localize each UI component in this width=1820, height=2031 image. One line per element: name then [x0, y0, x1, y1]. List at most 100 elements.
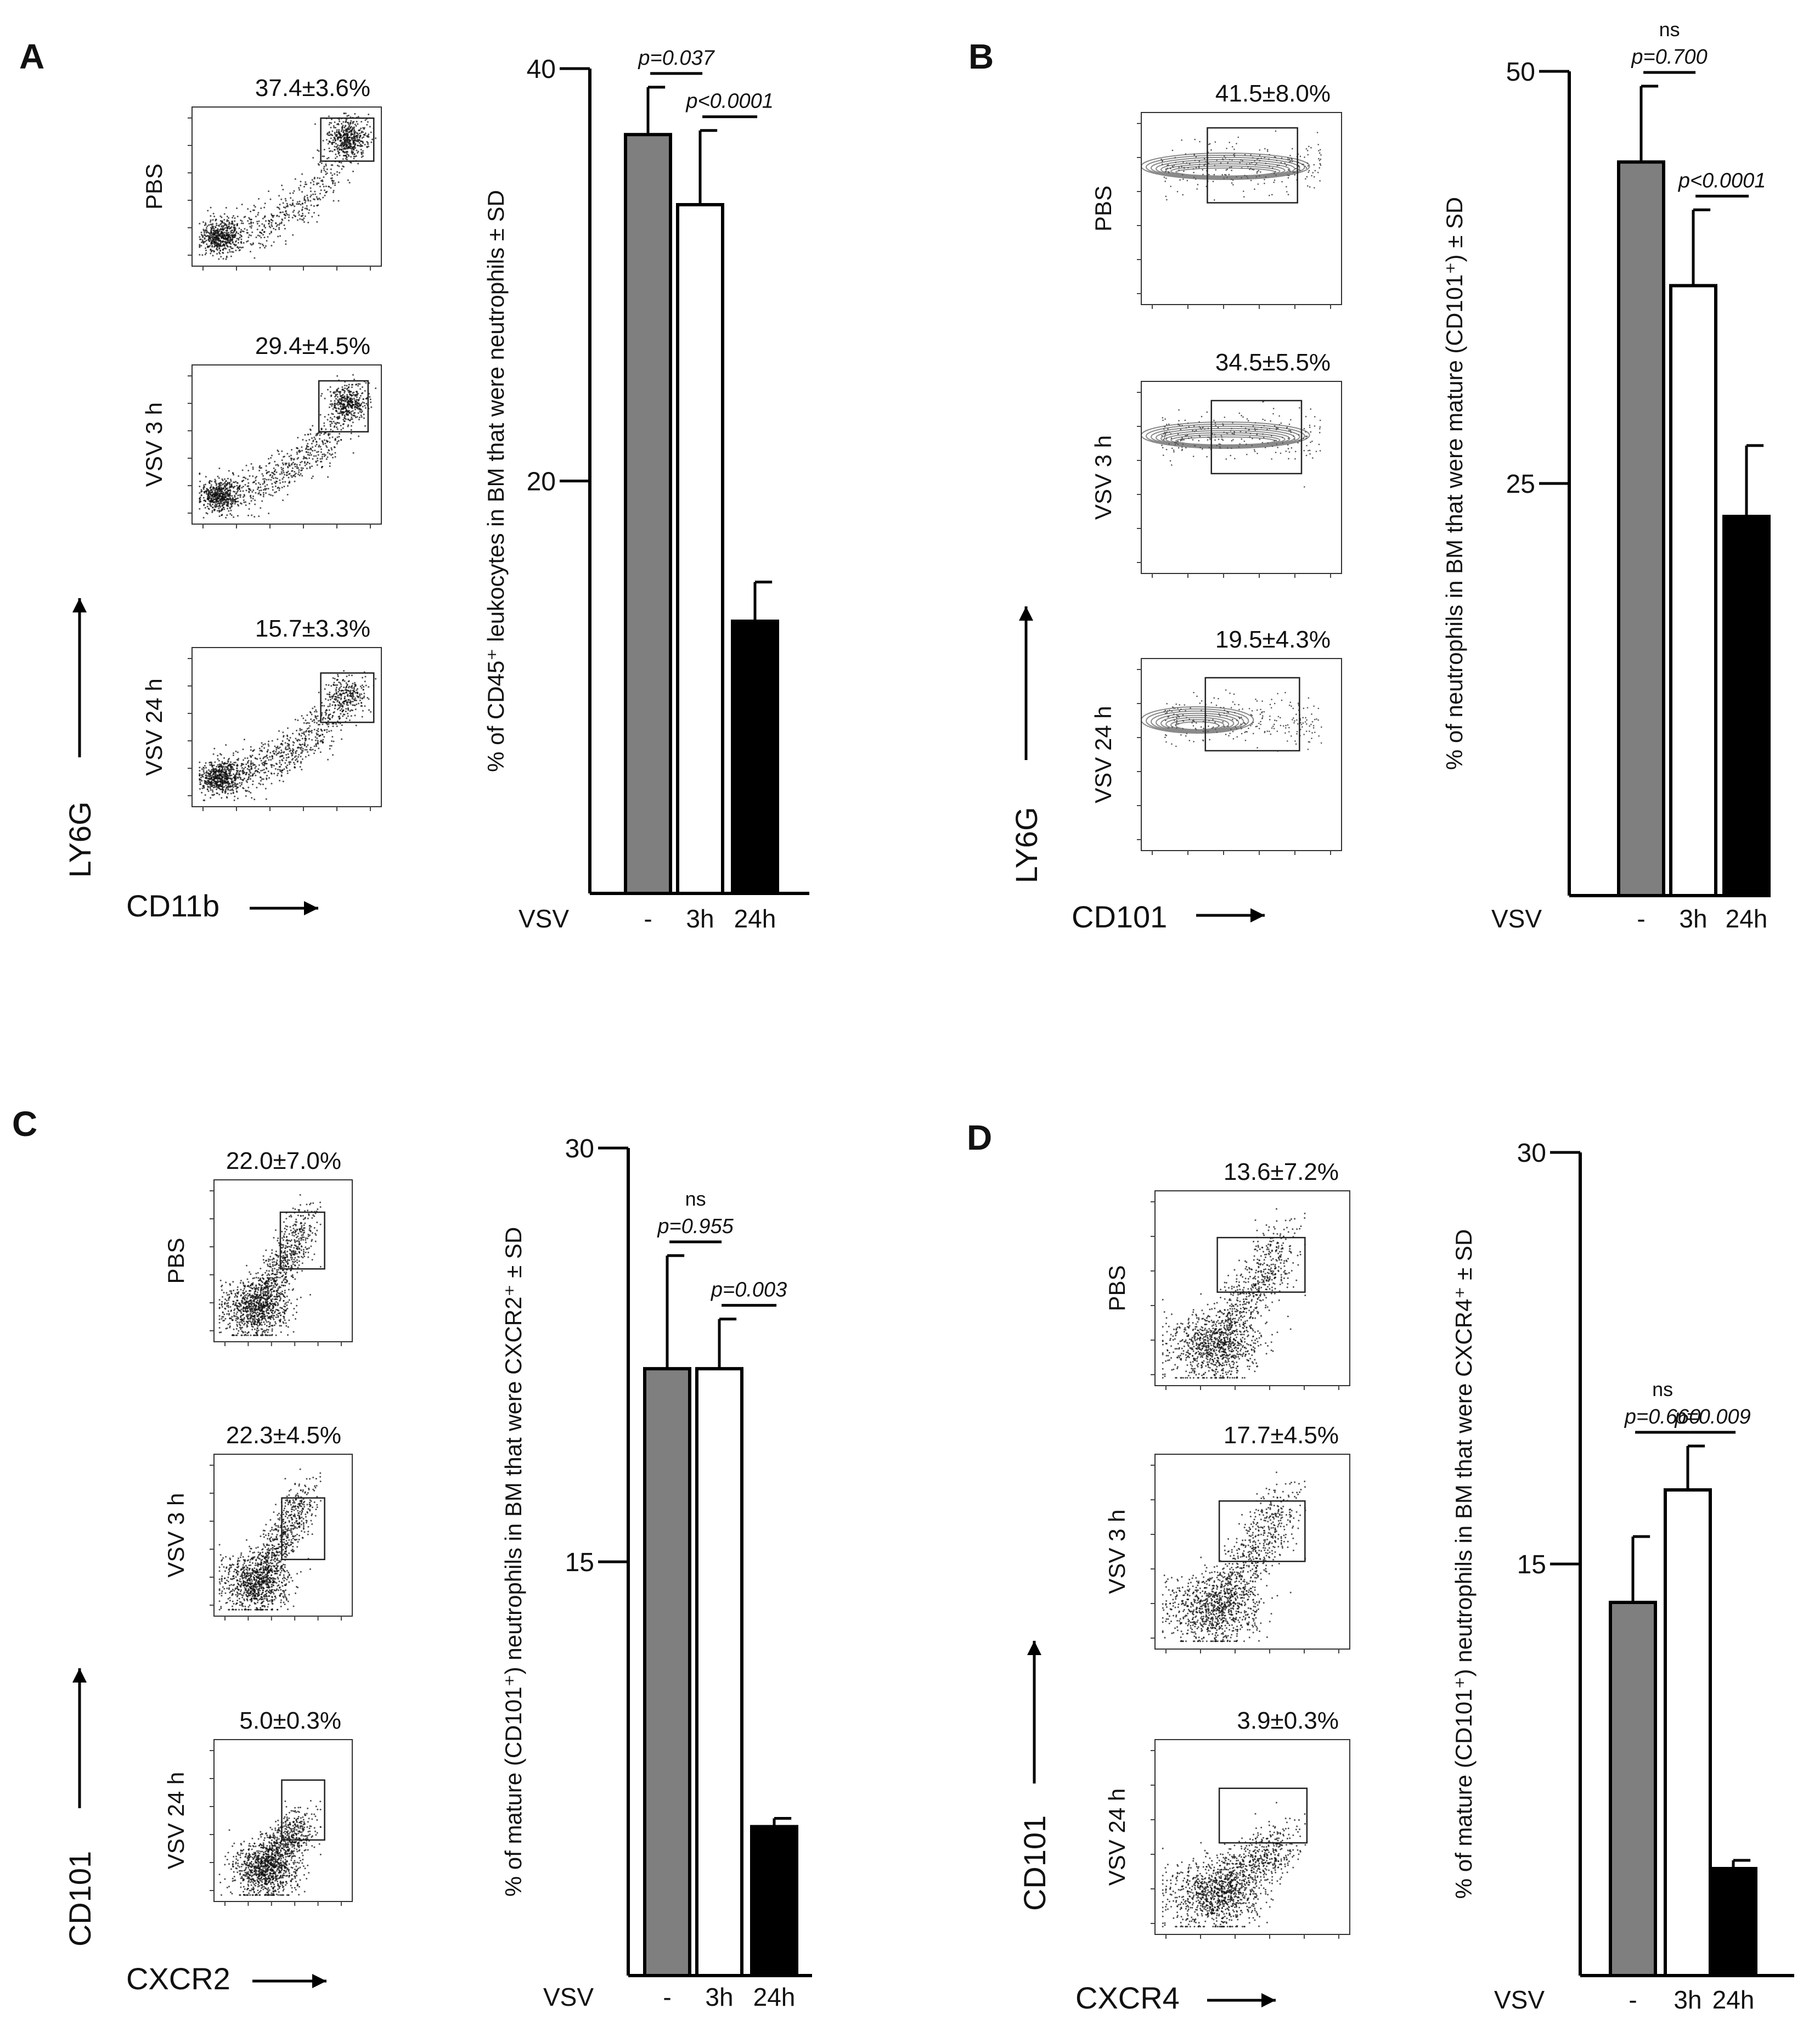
ns-label: ns	[1659, 18, 1680, 41]
bar-3h	[1664, 1488, 1712, 1977]
y-tick-label: 30	[565, 1134, 594, 1163]
x-axis-label: VSV	[1494, 1985, 1545, 2014]
p-value-label: p=0.955	[657, 1215, 734, 1238]
flow-gate	[279, 1211, 325, 1270]
flow-plot-0	[210, 1179, 353, 1346]
bar-3h	[695, 1367, 743, 1977]
flow-condition-label: PBS	[163, 1237, 189, 1284]
flow-plot-0	[1151, 1190, 1350, 1390]
flow-condition-label: VSV 24 h	[163, 1772, 189, 1869]
flow-condition-label: VSV 3 h	[1090, 435, 1116, 520]
flow-gate	[320, 117, 375, 162]
flow-gate	[1218, 1787, 1308, 1844]
bar-3h	[1669, 284, 1717, 897]
bar-3h	[676, 202, 724, 895]
flow-plot-2	[210, 1739, 353, 1906]
flow-condition-label: PBS	[1104, 1265, 1130, 1311]
flow-condition-label: VSV 24 h	[141, 678, 167, 775]
flow-gate	[1216, 1236, 1306, 1293]
category-label: 3h	[705, 1983, 733, 2011]
flow-percent-label: 17.7±4.5%	[1224, 1422, 1339, 1449]
x-axis-label: VSV	[543, 1983, 594, 2011]
flow-plot-0	[188, 106, 382, 271]
flow-condition-label: PBS	[1090, 185, 1116, 232]
y-marker-arrow	[72, 1668, 87, 1808]
category-label: -	[644, 904, 652, 933]
category-label: 3h	[1674, 1985, 1701, 2014]
category-label: 24h	[1712, 1985, 1755, 2014]
x-marker-arrow	[250, 901, 318, 915]
flow-percent-label: 3.9±0.3%	[1237, 1707, 1339, 1734]
category-label: 3h	[1679, 904, 1707, 933]
flow-gate	[281, 1497, 325, 1560]
p-value-label: p=0.700	[1631, 46, 1707, 69]
flow-plot-1	[188, 364, 382, 528]
flow-percent-label: 15.7±3.3%	[255, 615, 370, 642]
x-marker-arrow	[1207, 1993, 1276, 2007]
y-marker-label: LY6G	[1009, 807, 1044, 883]
flow-percent-label: 22.0±7.0%	[226, 1147, 341, 1174]
category-label: -	[1637, 904, 1645, 933]
x-marker-label: CD11b	[126, 888, 219, 923]
y-axis-title: % of CD45⁺ leukocytes in BM that were ne…	[483, 190, 509, 772]
x-marker-label: CXCR2	[126, 1961, 230, 1996]
flow-gate	[318, 380, 369, 433]
category-label: -	[1629, 1985, 1637, 2014]
p-value-label: p<0.0001	[685, 90, 774, 113]
flow-plot-2	[1137, 658, 1342, 855]
flow-gate	[1210, 400, 1303, 475]
y-marker-arrow	[1019, 606, 1033, 760]
flow-condition-label: VSV 3 h	[141, 402, 167, 487]
y-axis-title: % of neutrophils in BM that were mature …	[1441, 197, 1467, 770]
flow-plot-1	[1151, 1454, 1350, 1653]
bar-control	[1609, 1601, 1657, 1977]
flow-gate	[1218, 1500, 1306, 1562]
x-marker-arrow	[1196, 908, 1265, 922]
bar-control	[624, 133, 672, 896]
y-marker-arrow	[1027, 1641, 1041, 1784]
flow-plot-1	[1137, 381, 1342, 578]
y-marker-label: CD101	[1017, 1815, 1052, 1911]
bar-24h	[750, 1825, 798, 1978]
flow-plot-1	[210, 1454, 353, 1621]
x-axis-label: VSV	[1491, 904, 1542, 933]
flow-condition-label: VSV 24 h	[1090, 706, 1116, 803]
bar-control	[643, 1367, 691, 1977]
flow-gate	[1204, 677, 1300, 752]
flow-percent-label: 29.4±4.5%	[255, 333, 370, 359]
flow-percent-label: 22.3±4.5%	[226, 1422, 341, 1449]
flow-percent-label: 5.0±0.3%	[239, 1707, 341, 1734]
y-marker-label: LY6G	[63, 801, 97, 877]
flow-gate	[281, 1779, 325, 1841]
p-value-label: p=0.009	[1674, 1405, 1750, 1428]
bar-control	[1617, 160, 1665, 898]
bar-24h	[1722, 515, 1771, 897]
flow-percent-label: 41.5±8.0%	[1215, 80, 1331, 107]
y-tick-label: 50	[1506, 58, 1535, 87]
bar-24h	[1709, 1867, 1757, 1977]
y-axis-title: % of mature (CD101⁺) neutrophils in BM t…	[1451, 1229, 1477, 1899]
panel-letter-a: A	[19, 37, 44, 76]
bar-24h	[731, 620, 779, 895]
y-marker-arrow	[72, 598, 87, 757]
flow-plot-2	[188, 647, 382, 811]
y-tick-label: 15	[565, 1548, 594, 1577]
x-marker-arrow	[252, 1974, 326, 1988]
y-tick-label: 25	[1506, 470, 1535, 499]
p-value-label: p=0.037	[638, 47, 715, 70]
p-value-label: p=0.003	[711, 1279, 787, 1302]
ns-label: ns	[1652, 1378, 1673, 1400]
flow-percent-label: 19.5±4.3%	[1215, 626, 1331, 653]
category-label: 24h	[734, 904, 776, 933]
flow-gate	[320, 672, 375, 723]
y-tick-label: 20	[527, 468, 556, 497]
flow-gate	[1207, 127, 1298, 204]
flow-condition-label: VSV 3 h	[1104, 1509, 1130, 1594]
category-label: 3h	[686, 904, 714, 933]
y-axis-title: % of mature (CD101⁺) neutrophils in BM t…	[500, 1227, 526, 1897]
flow-plot-2	[1151, 1739, 1350, 1939]
y-tick-label: 15	[1517, 1550, 1546, 1579]
p-value-label: p<0.0001	[1678, 169, 1766, 192]
flow-percent-label: 13.6±7.2%	[1224, 1158, 1339, 1185]
